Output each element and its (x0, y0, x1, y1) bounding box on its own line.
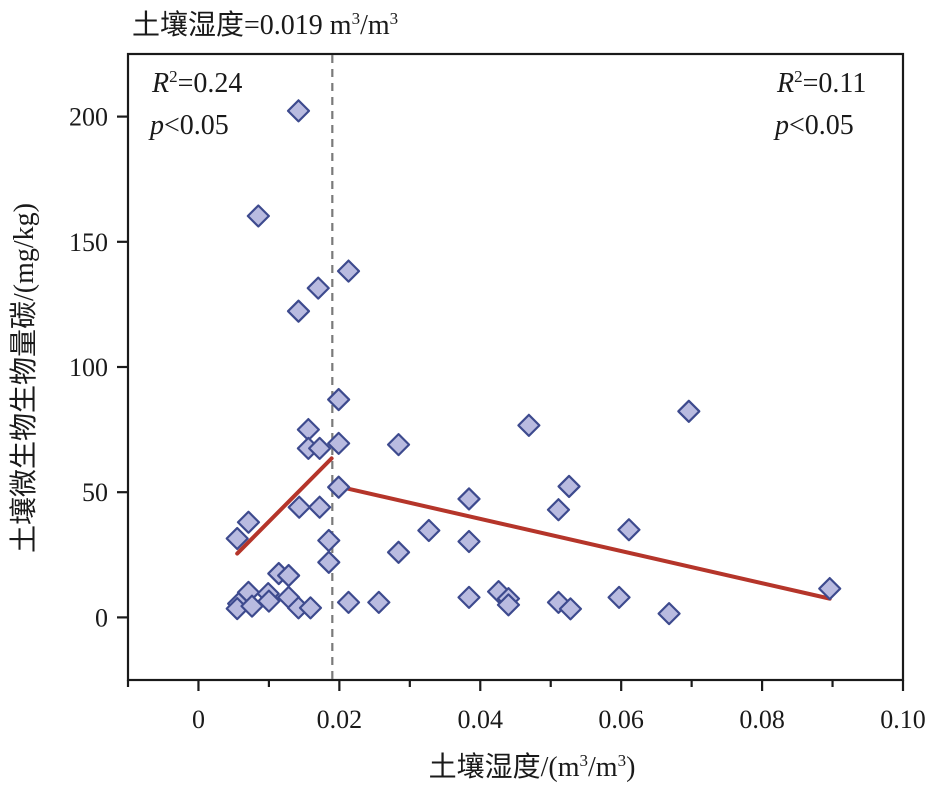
data-point (367, 590, 391, 614)
data-point (336, 590, 361, 614)
data-point (607, 585, 631, 609)
data-point (617, 518, 641, 542)
data-point (657, 602, 681, 626)
right-r2-annotation: R2=0.11 (776, 67, 866, 99)
data-point (496, 593, 521, 617)
y-axis-title: 土壤微生物生物量碳/(mg/kg) (8, 203, 40, 553)
data-point (246, 204, 270, 228)
data-point (557, 474, 581, 499)
data-point (546, 498, 571, 522)
data-point (306, 276, 330, 300)
data-point (317, 528, 341, 553)
x-tick-label: 0.04 (458, 705, 504, 734)
data-point (336, 259, 361, 283)
data-point (327, 475, 351, 499)
data-point (236, 510, 261, 534)
data-point (818, 577, 842, 601)
left-p-annotation: p<0.05 (148, 110, 229, 141)
data-point (457, 585, 481, 609)
data-point (225, 526, 249, 551)
left-r2-annotation: R2=0.24 (151, 67, 242, 99)
x-tick-label: 0.10 (880, 705, 926, 734)
data-point (257, 589, 281, 613)
data-point (386, 540, 411, 564)
data-point (308, 436, 332, 460)
x-tick-label: 0.06 (598, 705, 644, 734)
fit-below-threshold-line (235, 456, 334, 556)
data-point (417, 518, 441, 543)
data-point (457, 529, 481, 554)
data-point (287, 495, 311, 519)
x-axis-title: 土壤湿度/(m3/m3) (429, 751, 636, 783)
data-point (286, 99, 311, 123)
data-point (558, 597, 583, 621)
data-point (517, 413, 541, 437)
data-point (327, 431, 351, 455)
right-p-annotation: p<0.05 (773, 110, 854, 141)
fit-above-threshold-line (339, 485, 832, 601)
y-tick-label: 200 (69, 103, 108, 132)
y-tick-label: 50 (82, 478, 108, 507)
chart-title: 土壤湿度=0.019 m3/m3 (132, 9, 398, 41)
y-tick-label: 100 (69, 353, 108, 382)
data-point (327, 387, 351, 412)
data-point (386, 433, 411, 457)
y-tick-label: 0 (95, 603, 108, 632)
data-point (298, 596, 323, 620)
data-point (457, 487, 481, 511)
data-point (286, 299, 311, 323)
data-point (677, 399, 701, 423)
x-tick-label: 0.08 (739, 705, 785, 734)
y-tick-label: 150 (69, 228, 108, 257)
data-point (317, 550, 341, 574)
data-point (308, 495, 332, 519)
x-tick-label: 0.02 (317, 705, 363, 734)
x-tick-label: 0 (192, 705, 205, 734)
